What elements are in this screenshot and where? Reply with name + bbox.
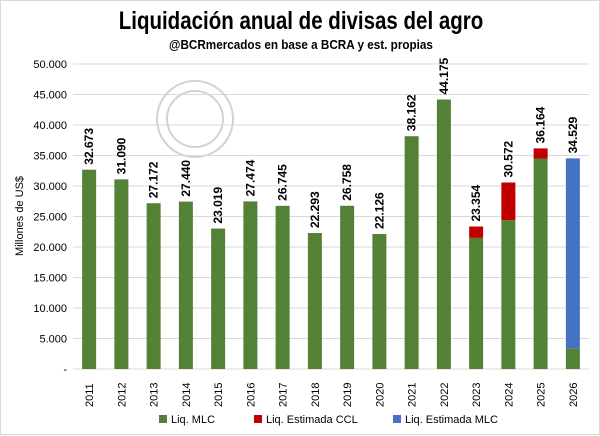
bar-mlc xyxy=(372,234,387,369)
y-tick-label: 50.000 xyxy=(33,59,67,71)
data-label: 30.572 xyxy=(501,140,515,177)
data-label: 38.162 xyxy=(405,94,419,131)
y-axis-label: Millones de US$ xyxy=(14,176,26,256)
x-tick-label: 2020 xyxy=(374,383,386,407)
y-tick-label: 40.000 xyxy=(33,120,67,132)
bar-mlc xyxy=(404,136,419,369)
x-tick-label: 2026 xyxy=(568,383,580,407)
bar-mlc xyxy=(178,201,193,369)
x-tick-label: 2012 xyxy=(116,383,128,407)
data-label: 27.474 xyxy=(243,159,257,196)
bar-mlc xyxy=(211,228,226,369)
x-tick-label: 2025 xyxy=(536,383,548,407)
data-label: 23.019 xyxy=(211,187,225,224)
y-tick-label: 20.000 xyxy=(33,242,67,254)
chart-title: Liquidación anual de divisas del agro xyxy=(118,7,484,35)
y-tick-label: 15.000 xyxy=(33,273,67,285)
bar-mlc xyxy=(114,179,129,369)
legend-label: Liq. Estimada CCL xyxy=(266,414,358,426)
bar-mlc xyxy=(436,99,451,369)
bar-ccl xyxy=(501,182,516,221)
data-label: 32.673 xyxy=(82,128,96,165)
x-tick-label: 2015 xyxy=(213,383,225,407)
chart-subtitle: @BCRmercados en base a BCRA y est. propi… xyxy=(169,37,433,52)
bar-mlc xyxy=(275,205,290,369)
x-tick-label: 2022 xyxy=(439,383,451,407)
bar-mlc xyxy=(146,203,161,369)
data-label: 31.090 xyxy=(114,137,128,174)
bar-estimada-mlc xyxy=(565,158,580,349)
y-tick-label: 10.000 xyxy=(33,303,67,315)
y-tick-label: 35.000 xyxy=(33,151,67,163)
bar-mlc xyxy=(243,201,258,369)
bar-mlc xyxy=(82,169,97,369)
bar-ccl xyxy=(469,226,484,238)
x-tick-label: 2013 xyxy=(149,383,161,407)
legend-swatch xyxy=(254,415,262,423)
legend-label: Liq. Estimada MLC xyxy=(405,414,498,426)
data-label: 27.172 xyxy=(147,161,161,198)
x-tick-label: 2011 xyxy=(84,383,96,407)
bar-mlc xyxy=(501,220,516,369)
y-tick-label: 5.000 xyxy=(39,334,67,346)
data-label: 34.529 xyxy=(566,116,580,153)
data-label: 36.164 xyxy=(534,106,548,143)
bar-mlc xyxy=(469,237,484,369)
data-label: 27.440 xyxy=(179,160,193,197)
legend-swatch xyxy=(393,415,401,423)
x-tick-label: 2018 xyxy=(310,383,322,407)
x-tick-label: 2014 xyxy=(181,383,193,407)
x-tick-label: 2019 xyxy=(342,383,354,407)
y-tick-label: - xyxy=(63,364,67,376)
legend-swatch xyxy=(159,415,167,423)
x-tick-label: 2024 xyxy=(503,383,515,407)
x-tick-label: 2016 xyxy=(245,383,257,407)
x-tick-label: 2017 xyxy=(278,383,290,407)
legend-label: Liq. MLC xyxy=(171,414,215,426)
bar-ccl xyxy=(533,148,548,159)
y-tick-label: 45.000 xyxy=(33,90,67,102)
watermark-seal xyxy=(156,80,234,158)
y-tick-label: 25.000 xyxy=(33,212,67,224)
data-label: 22.126 xyxy=(372,192,386,229)
x-tick-label: 2023 xyxy=(471,383,483,407)
data-label: 44.175 xyxy=(437,58,451,95)
bar-mlc xyxy=(340,205,355,369)
bar-mlc xyxy=(533,158,548,369)
data-label: 26.758 xyxy=(340,164,354,201)
bar-mlc xyxy=(307,233,322,369)
data-label: 22.293 xyxy=(308,191,322,228)
data-label: 26.745 xyxy=(276,164,290,201)
y-tick-label: 30.000 xyxy=(33,181,67,193)
data-label: 23.354 xyxy=(469,185,483,222)
x-tick-label: 2021 xyxy=(407,383,419,407)
bar-mlc xyxy=(565,348,580,369)
